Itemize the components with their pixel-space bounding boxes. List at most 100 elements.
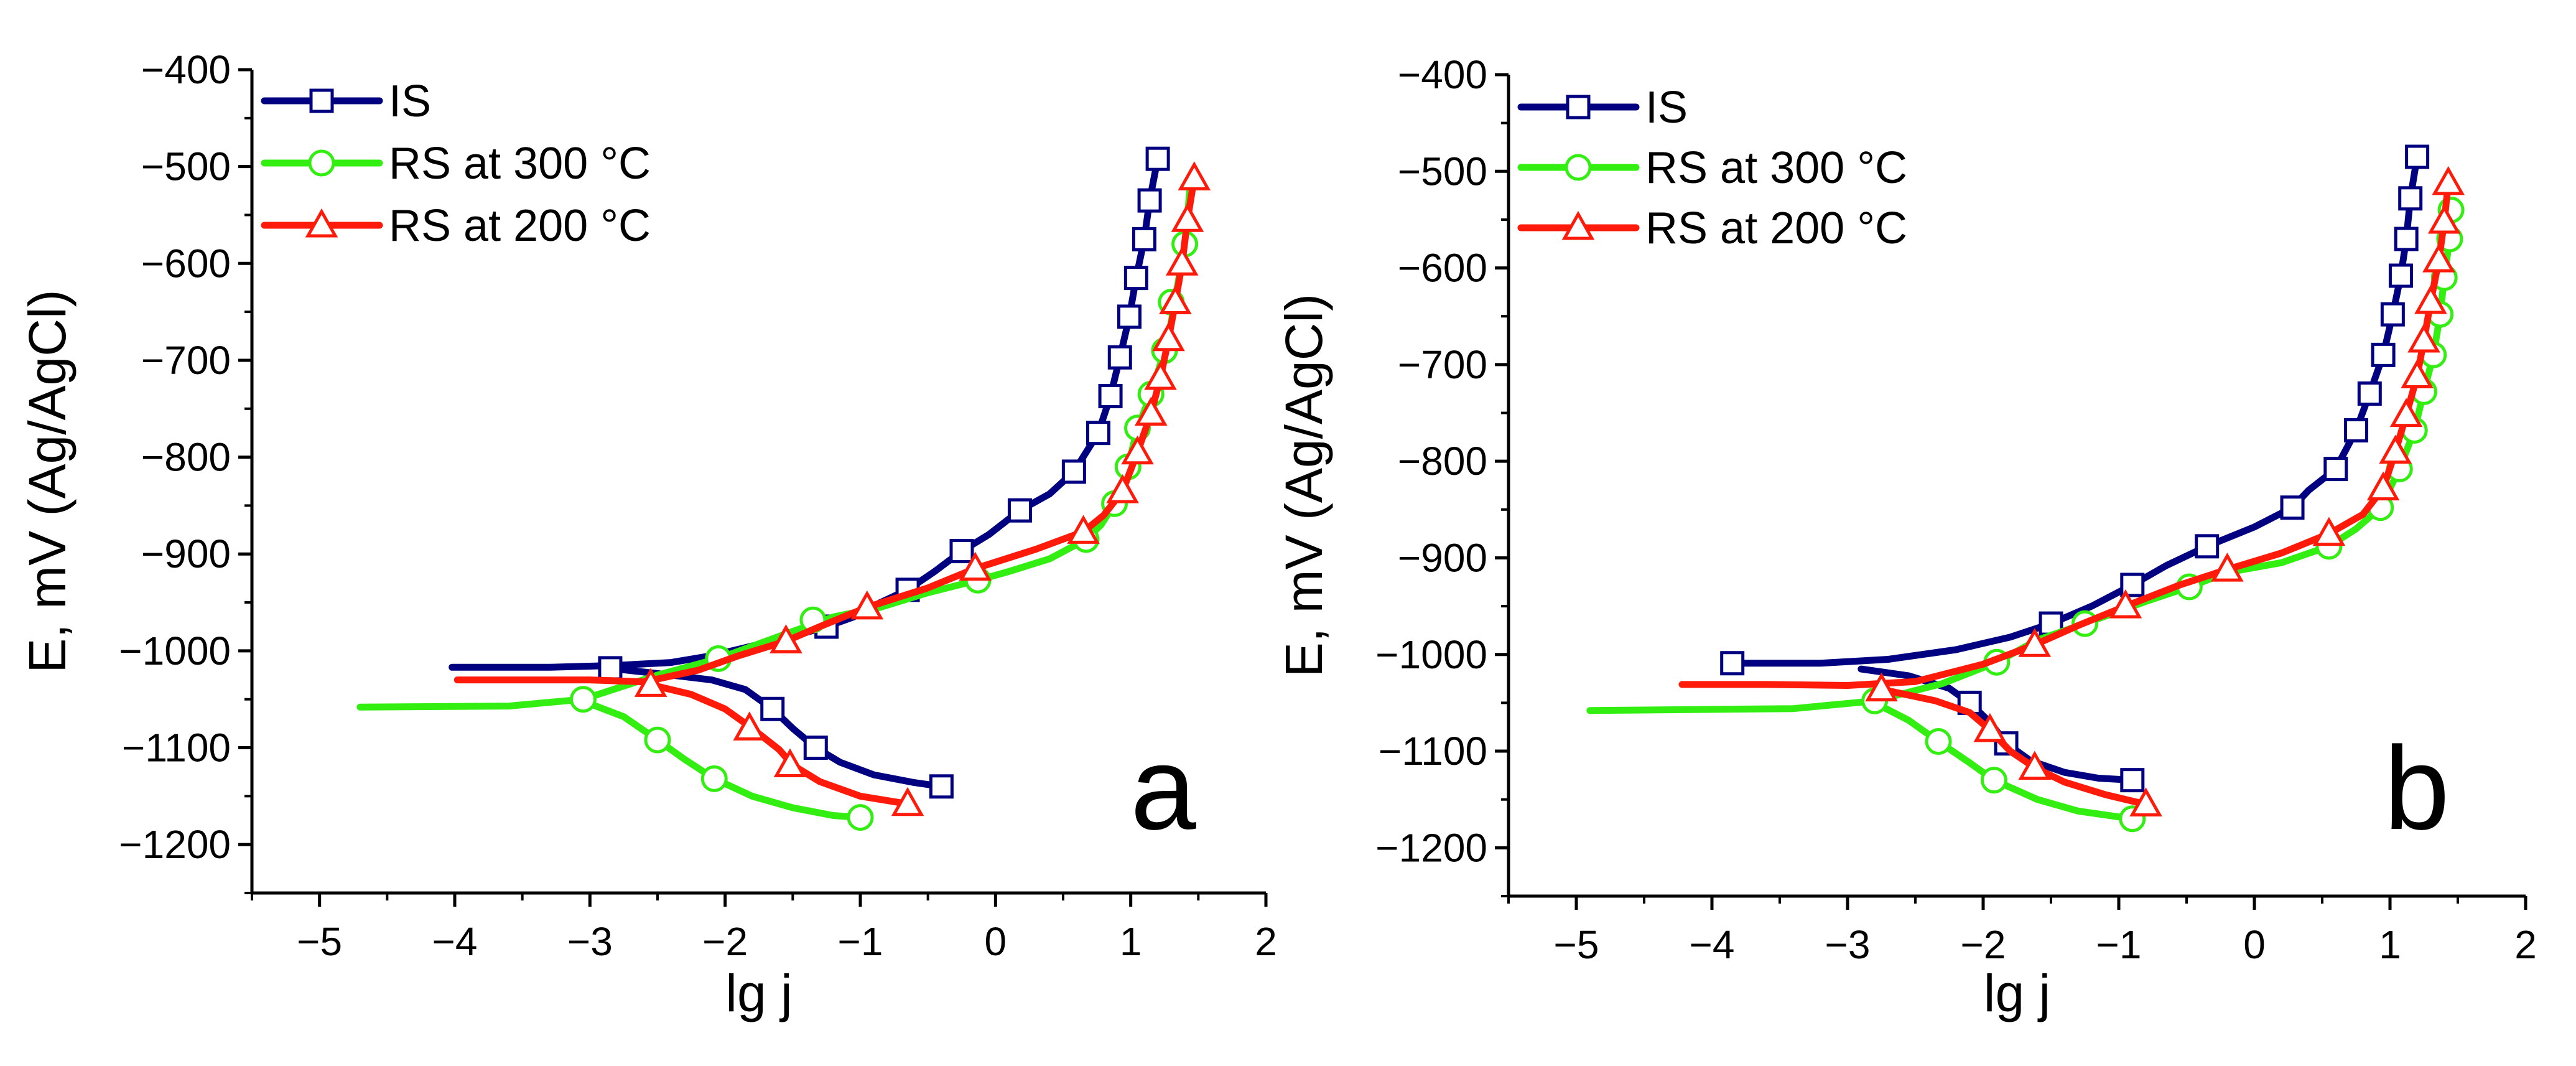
data-point-triangle	[1121, 435, 1154, 465]
data-point-triangle	[2427, 204, 2461, 234]
data-point-square	[803, 736, 828, 760]
data-point-circle	[1980, 767, 2007, 794]
x-tick-label: −2	[1961, 922, 2006, 967]
data-point-triangle	[634, 668, 667, 697]
data-point-triangle	[2414, 284, 2447, 314]
data-point-triangle	[2401, 359, 2434, 389]
legend-label: IS	[1645, 83, 1688, 133]
data-point-square	[1007, 498, 1032, 523]
x-tick-label: −5	[297, 919, 342, 964]
data-point-triangle	[2389, 398, 2423, 428]
y-tick-label: −1200	[1375, 825, 1487, 870]
x-tick-label: −1	[838, 919, 883, 964]
data-point-triangle	[850, 590, 884, 620]
data-point-square	[2405, 144, 2430, 169]
series-line-anodic	[1678, 179, 2452, 689]
data-point-square	[2398, 186, 2423, 211]
data-point-square	[1098, 384, 1123, 409]
legend-marker-circle	[1565, 154, 1592, 181]
y-tick-label: −900	[1398, 535, 1487, 580]
x-tick-label: −4	[432, 919, 478, 964]
data-point-triangle	[2432, 166, 2465, 195]
x-tick-label: 0	[2243, 922, 2266, 967]
series-line-anodic	[1586, 206, 2455, 714]
data-point-square	[1137, 188, 1162, 213]
series-line-anodic	[453, 174, 1198, 686]
data-point-triangle	[2018, 628, 2052, 657]
data-point-triangle	[1178, 161, 1211, 190]
x-tick-label: −3	[1825, 922, 1871, 967]
x-axis-title: lg j	[1984, 964, 2050, 1022]
x-tick-label: 1	[1120, 919, 1142, 964]
data-point-square	[2380, 302, 2405, 327]
series-rs-at-300-c	[1586, 196, 2465, 833]
legend-label: RS at 200 °C	[1645, 203, 1907, 253]
x-tick-label: −2	[702, 919, 748, 964]
data-point-triangle	[1973, 713, 2007, 742]
legend-marker-triangle	[305, 208, 338, 238]
data-point-triangle	[2312, 517, 2346, 546]
data-point-square	[2371, 342, 2396, 367]
data-point-square	[2388, 263, 2413, 288]
y-tick-label: −600	[141, 241, 231, 286]
y-tick-label: −800	[141, 435, 231, 480]
y-tick-label: −1000	[119, 629, 231, 673]
data-point-triangle	[1865, 672, 1898, 702]
data-point-triangle	[733, 711, 766, 741]
series-line-cathodic	[1878, 686, 2150, 808]
legend-marker-square	[1566, 95, 1591, 119]
data-point-triangle	[2407, 323, 2440, 353]
data-point-triangle	[1152, 322, 1185, 352]
legend-label: RS at 300 °C	[1645, 143, 1907, 193]
data-point-square	[929, 774, 954, 799]
data-point-square	[760, 696, 785, 721]
data-point-circle	[847, 804, 874, 831]
series-rs-at-300-c	[356, 182, 1199, 831]
data-point-square	[1061, 459, 1086, 484]
x-axis-title: lg j	[725, 964, 792, 1022]
y-tick-label: −500	[141, 144, 231, 189]
y-tick-label: −600	[1398, 246, 1487, 291]
legend-label: IS	[389, 77, 431, 126]
x-tick-label: 2	[1255, 919, 1277, 964]
x-tick-label: 2	[2514, 922, 2537, 967]
data-point-square	[2344, 418, 2368, 442]
y-tick-label: −900	[141, 531, 231, 576]
legend-label: RS at 300 °C	[389, 139, 651, 189]
y-tick-label: −1200	[119, 822, 231, 867]
x-tick-label: −4	[1690, 922, 1735, 967]
series-line-cathodic	[647, 681, 911, 808]
y-axis-title: E, mV (Ag/AgCl)	[1275, 294, 1333, 677]
data-point-triangle	[1067, 515, 1100, 544]
data-point-square	[1145, 146, 1170, 171]
data-point-triangle	[1165, 246, 1199, 276]
data-point-triangle	[2109, 589, 2142, 619]
series-line-cathodic	[1871, 699, 2136, 823]
data-point-triangle	[1171, 203, 1204, 232]
data-point-triangle	[891, 787, 924, 816]
data-point-triangle	[1144, 360, 1177, 390]
legend-marker-square	[309, 88, 334, 113]
legend-marker-triangle	[1561, 210, 1595, 240]
data-point-square	[598, 656, 623, 681]
y-tick-label: −400	[141, 47, 231, 92]
series-line-anodic	[1729, 153, 2421, 667]
panel-label: a	[1130, 722, 1196, 854]
data-point-triangle	[1159, 285, 1192, 315]
data-point-triangle	[959, 551, 992, 581]
data-point-circle	[700, 765, 728, 792]
data-point-square	[1107, 345, 1132, 370]
data-point-triangle	[2379, 434, 2412, 464]
x-tick-label: 1	[2379, 922, 2401, 967]
data-point-triangle	[1106, 474, 1139, 503]
panel-label: b	[2384, 722, 2450, 854]
y-axis-title: E, mV (Ag/AgCl)	[18, 289, 77, 673]
data-point-triangle	[770, 624, 802, 653]
data-point-square	[949, 539, 974, 564]
series-is	[1720, 144, 2430, 793]
data-point-square	[1117, 304, 1142, 329]
data-point-triangle	[773, 748, 807, 778]
y-tick-label: −400	[1398, 52, 1487, 97]
data-point-square	[2120, 768, 2145, 793]
series-rs-at-200-c	[1678, 166, 2465, 816]
